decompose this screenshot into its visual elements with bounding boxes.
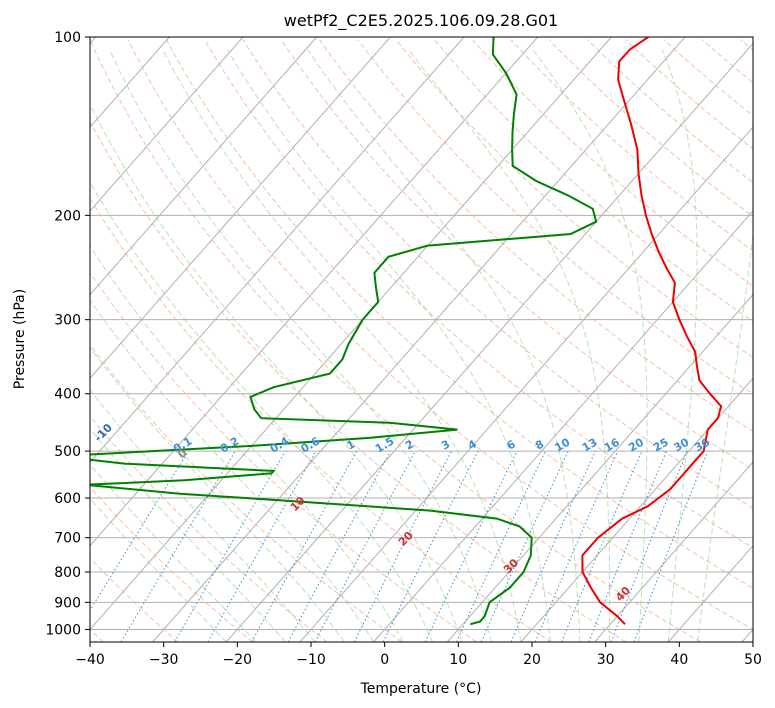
temperature-line <box>581 37 723 625</box>
y-tick-label: 200 <box>54 208 81 224</box>
mixing-ratio-line <box>561 450 643 642</box>
dry-adiabat <box>90 39 701 642</box>
moist-adiabat <box>90 497 227 642</box>
chart-title: wetPf2_C2E5.2025.106.09.28.G01 <box>284 11 558 31</box>
x-tick-label: 0 <box>380 652 389 668</box>
isotherm-line <box>152 37 686 642</box>
x-tick-label: −10 <box>296 652 326 668</box>
isotherm-line <box>373 210 753 642</box>
dewpoint-line <box>90 37 598 626</box>
moist-adiabat <box>532 49 648 642</box>
x-tick-label: 20 <box>523 652 541 668</box>
moist-adiabat <box>109 49 492 642</box>
adiabats <box>90 39 753 642</box>
moist-adiabat <box>90 427 286 642</box>
dry-adiabat <box>90 197 552 642</box>
mixing-ratio-line <box>588 450 668 642</box>
isotherm-line <box>520 377 753 642</box>
isotherm-line <box>594 461 753 642</box>
x-tick-label: −30 <box>149 652 179 668</box>
y-tick-label: 800 <box>54 565 81 581</box>
isotherm-line <box>225 42 753 642</box>
moist-adiabat <box>661 49 698 642</box>
dry-adiabat <box>395 39 753 359</box>
dry-adiabat <box>357 39 753 395</box>
dry-adiabat <box>204 39 753 549</box>
dry-adiabat <box>166 39 753 589</box>
moist-adiabat <box>90 244 404 642</box>
mixing-ratio-line <box>534 450 619 642</box>
moist-adiabat <box>226 49 551 642</box>
isotherm-line <box>90 37 465 463</box>
isotherm-line <box>90 37 318 296</box>
mixing-ratio-line <box>207 450 317 642</box>
y-tick-label: 900 <box>54 595 81 611</box>
y-tick-label: 600 <box>54 491 81 507</box>
y-tick-label: 700 <box>54 531 81 547</box>
moist-adiabat <box>307 49 581 642</box>
y-axis-label: Pressure (hPa) <box>12 289 28 389</box>
dry-adiabat <box>242 39 753 509</box>
dry-adiabat <box>90 344 403 642</box>
x-axis-label: Temperature (°C) <box>360 681 482 697</box>
moist-adiabat <box>408 49 611 642</box>
plot-frame <box>89 36 754 643</box>
mixing-ratio-line <box>382 450 479 642</box>
x-tick-label: 50 <box>744 652 762 668</box>
isotherm-line <box>90 37 539 547</box>
grid <box>90 37 753 642</box>
x-tick-label: 30 <box>597 652 615 668</box>
y-axis: 100 200 300 400 500 600 700 800 900 1000 <box>45 30 90 638</box>
moist-adiabat <box>697 230 753 642</box>
y-tick-label: 100 <box>54 30 81 46</box>
dry-adiabat <box>434 39 753 323</box>
isotherm-line <box>446 293 753 642</box>
x-tick-label: 40 <box>670 652 688 668</box>
dry-adiabat <box>280 39 753 471</box>
x-axis: −40 −30 −20 −10 0 10 20 30 40 50 <box>75 642 762 668</box>
isotherm-line <box>90 37 612 631</box>
mixing-ratio-line <box>251 450 358 642</box>
x-tick-label: −40 <box>75 652 105 668</box>
mixing-ratio-line <box>90 450 189 612</box>
dry-adiabat <box>587 39 753 183</box>
y-tick-label: 500 <box>54 444 81 460</box>
profile-lines <box>90 37 723 626</box>
moist-adiabat <box>90 389 316 642</box>
moist-adiabat <box>90 103 463 642</box>
mixing-ratio-line <box>633 450 709 642</box>
x-tick-label: 10 <box>449 652 467 668</box>
dry-adiabat <box>90 271 477 642</box>
y-tick-label: 1000 <box>45 622 81 638</box>
isotherm-line <box>90 37 391 380</box>
y-tick-label: 400 <box>54 387 81 403</box>
isotherm-line <box>90 37 244 212</box>
moist-adiabat <box>90 181 434 642</box>
moist-adiabat <box>90 299 375 642</box>
mixing-ratio-line <box>510 450 596 642</box>
dry-adiabat <box>90 415 328 642</box>
dry-adiabat <box>510 39 753 252</box>
dry-adiabat <box>319 39 753 432</box>
mixing-ratio-line <box>353 450 452 642</box>
x-tick-label: −20 <box>223 652 253 668</box>
mixing-ratio-line <box>287 450 391 642</box>
y-tick-label: 300 <box>54 313 81 329</box>
dry-adiabat <box>90 120 627 642</box>
